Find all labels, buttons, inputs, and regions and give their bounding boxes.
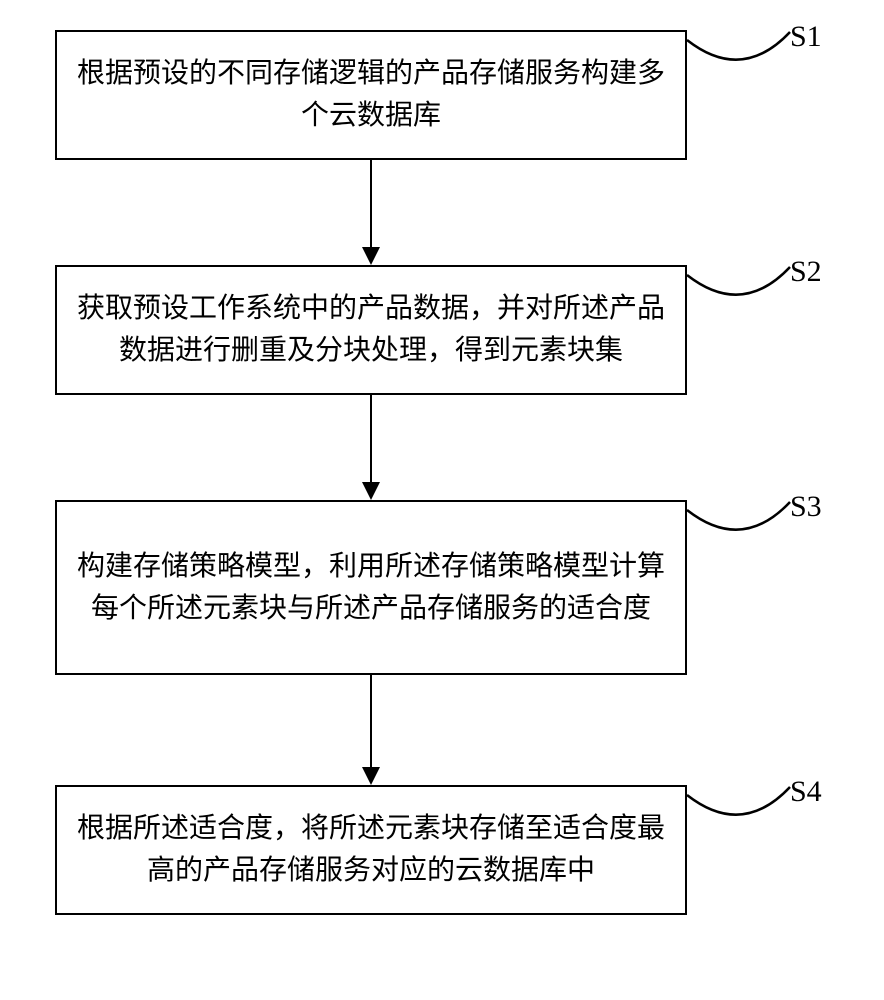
- step-text: 获取预设工作系统中的产品数据，并对所述产品数据进行删重及分块处理，得到元素块集: [77, 288, 665, 372]
- step-label-s2: S2: [790, 255, 822, 289]
- callout-s4: [687, 783, 797, 843]
- arrow-head-2: [362, 482, 380, 500]
- step-text: 根据预设的不同存储逻辑的产品存储服务构建多个云数据库: [77, 53, 665, 137]
- label-text: S1: [790, 20, 822, 53]
- step-label-s4: S4: [790, 775, 822, 809]
- arrow-line-2: [370, 395, 372, 482]
- callout-s2: [687, 263, 797, 323]
- label-text: S4: [790, 775, 822, 808]
- step-text: 根据所述适合度，将所述元素块存储至适合度最高的产品存储服务对应的云数据库中: [77, 808, 665, 892]
- arrow-line-1: [370, 160, 372, 247]
- flow-step-s4: 根据所述适合度，将所述元素块存储至适合度最高的产品存储服务对应的云数据库中: [55, 785, 687, 915]
- step-label-s3: S3: [790, 490, 822, 524]
- callout-s3: [687, 498, 797, 558]
- step-text: 构建存储策略模型，利用所述存储策略模型计算每个所述元素块与所述产品存储服务的适合…: [77, 546, 665, 630]
- flow-step-s3: 构建存储策略模型，利用所述存储策略模型计算每个所述元素块与所述产品存储服务的适合…: [55, 500, 687, 675]
- flow-step-s2: 获取预设工作系统中的产品数据，并对所述产品数据进行删重及分块处理，得到元素块集: [55, 265, 687, 395]
- arrow-head-1: [362, 247, 380, 265]
- callout-s1: [687, 28, 797, 88]
- arrow-line-3: [370, 675, 372, 767]
- flow-step-s1: 根据预设的不同存储逻辑的产品存储服务构建多个云数据库: [55, 30, 687, 160]
- label-text: S2: [790, 255, 822, 288]
- step-label-s1: S1: [790, 20, 822, 54]
- label-text: S3: [790, 490, 822, 523]
- arrow-head-3: [362, 767, 380, 785]
